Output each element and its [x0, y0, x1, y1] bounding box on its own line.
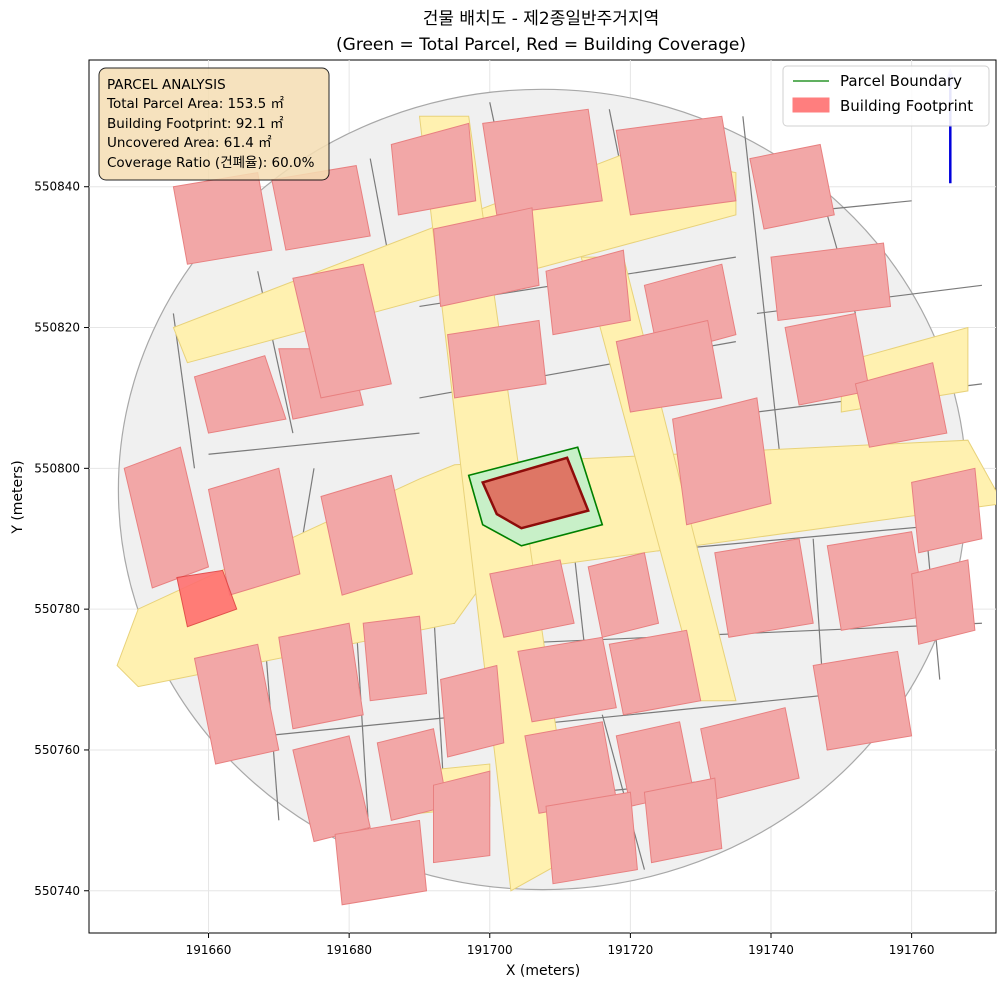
neighbor-building — [770, 242, 892, 322]
neighbor-building — [440, 664, 505, 758]
neighbor-building — [826, 531, 927, 631]
neighbor-building — [292, 263, 392, 399]
y-tick-label: 550840 — [34, 180, 80, 194]
neighbor-building — [643, 777, 723, 864]
legend-building-swatch — [792, 97, 830, 113]
legend: Parcel Boundary Building Footprint — [782, 65, 990, 127]
neighbor-building — [292, 735, 371, 843]
lot-line — [264, 714, 476, 737]
lot-line — [172, 313, 196, 469]
y-tick-label: 550780 — [34, 602, 80, 616]
info-coverage-ratio: Coverage Ratio (건폐율): 60.0% — [107, 155, 315, 171]
x-tick-label: 191720 — [607, 943, 653, 957]
lot-line — [208, 432, 420, 455]
neighbor-building — [482, 108, 603, 216]
neighbor-building — [207, 467, 301, 596]
neighbor-building — [362, 615, 428, 702]
neighbor-building — [390, 122, 477, 216]
neighbor-building — [517, 636, 617, 723]
y-ticks: 550740 550760 550780 550800 550820 550840 — [34, 180, 89, 898]
info-total-area: Total Parcel Area: 153.5 ㎡ — [106, 96, 284, 112]
x-tick-label: 191660 — [186, 943, 232, 957]
x-tick-label: 191740 — [748, 943, 794, 957]
info-box-background — [98, 67, 330, 181]
neighbor-building — [447, 319, 547, 399]
y-tick-label: 550820 — [34, 321, 80, 335]
neighbor-building — [489, 559, 575, 638]
target-parcel — [467, 446, 604, 547]
x-tick-label: 191700 — [467, 943, 513, 957]
y-tick-label: 550740 — [34, 884, 80, 898]
neighbor-building — [432, 207, 540, 308]
x-axis-label: X (meters) — [506, 963, 580, 979]
neighbor-building — [854, 362, 948, 448]
highlighted-building — [176, 569, 238, 628]
neighbor-building — [193, 643, 280, 765]
neighbor-building — [545, 249, 631, 336]
chart-title-line1: 건물 배치도 - 제2종일반주거지역 — [423, 9, 659, 29]
legend-building-label: Building Footprint — [840, 97, 973, 115]
x-tick-label: 191760 — [889, 943, 935, 957]
y-axis-label: Y (meters) — [10, 460, 26, 534]
neighbor-building — [545, 791, 638, 885]
neighbor-building — [812, 650, 913, 751]
info-footprint: Building Footprint: 92.1 ㎡ — [107, 116, 284, 132]
chart-title-line2: (Green = Total Parcel, Red = Building Co… — [336, 35, 746, 55]
info-box: PARCEL ANALYSIS Total Parcel Area: 153.5… — [98, 67, 330, 181]
legend-background — [782, 65, 990, 127]
neighbor-building — [608, 629, 702, 716]
lot-line — [742, 116, 786, 504]
info-header: PARCEL ANALYSIS — [107, 77, 226, 93]
neighbor-buildings — [123, 108, 983, 906]
neighbor-building — [672, 397, 772, 526]
neighbor-building — [749, 143, 835, 230]
lot-line — [601, 714, 646, 870]
x-tick-label: 191680 — [326, 943, 372, 957]
neighbor-building — [193, 355, 287, 434]
y-tick-label: 550800 — [34, 461, 80, 475]
info-uncovered: Uncovered Area: 61.4 ㎡ — [107, 135, 272, 151]
building-footprint — [480, 456, 590, 530]
neighbor-building — [123, 446, 210, 589]
legend-parcel-label: Parcel Boundary — [840, 72, 962, 90]
neighbor-building — [587, 552, 660, 638]
neighbor-building — [911, 467, 983, 554]
neighbor-building — [172, 172, 273, 265]
neighbor-building — [615, 319, 723, 413]
neighbor-building — [911, 559, 976, 645]
neighbor-building — [615, 115, 737, 216]
neighbor-building — [320, 474, 413, 596]
neighbor-building — [714, 538, 814, 638]
neighbor-building — [433, 770, 491, 864]
neighbor-building — [334, 819, 428, 906]
neighbor-building — [700, 707, 800, 800]
x-ticks: 191660 191680 191700 191720 191740 191760 — [186, 933, 935, 957]
neighbor-building — [278, 622, 364, 730]
y-tick-label: 550760 — [34, 743, 80, 757]
